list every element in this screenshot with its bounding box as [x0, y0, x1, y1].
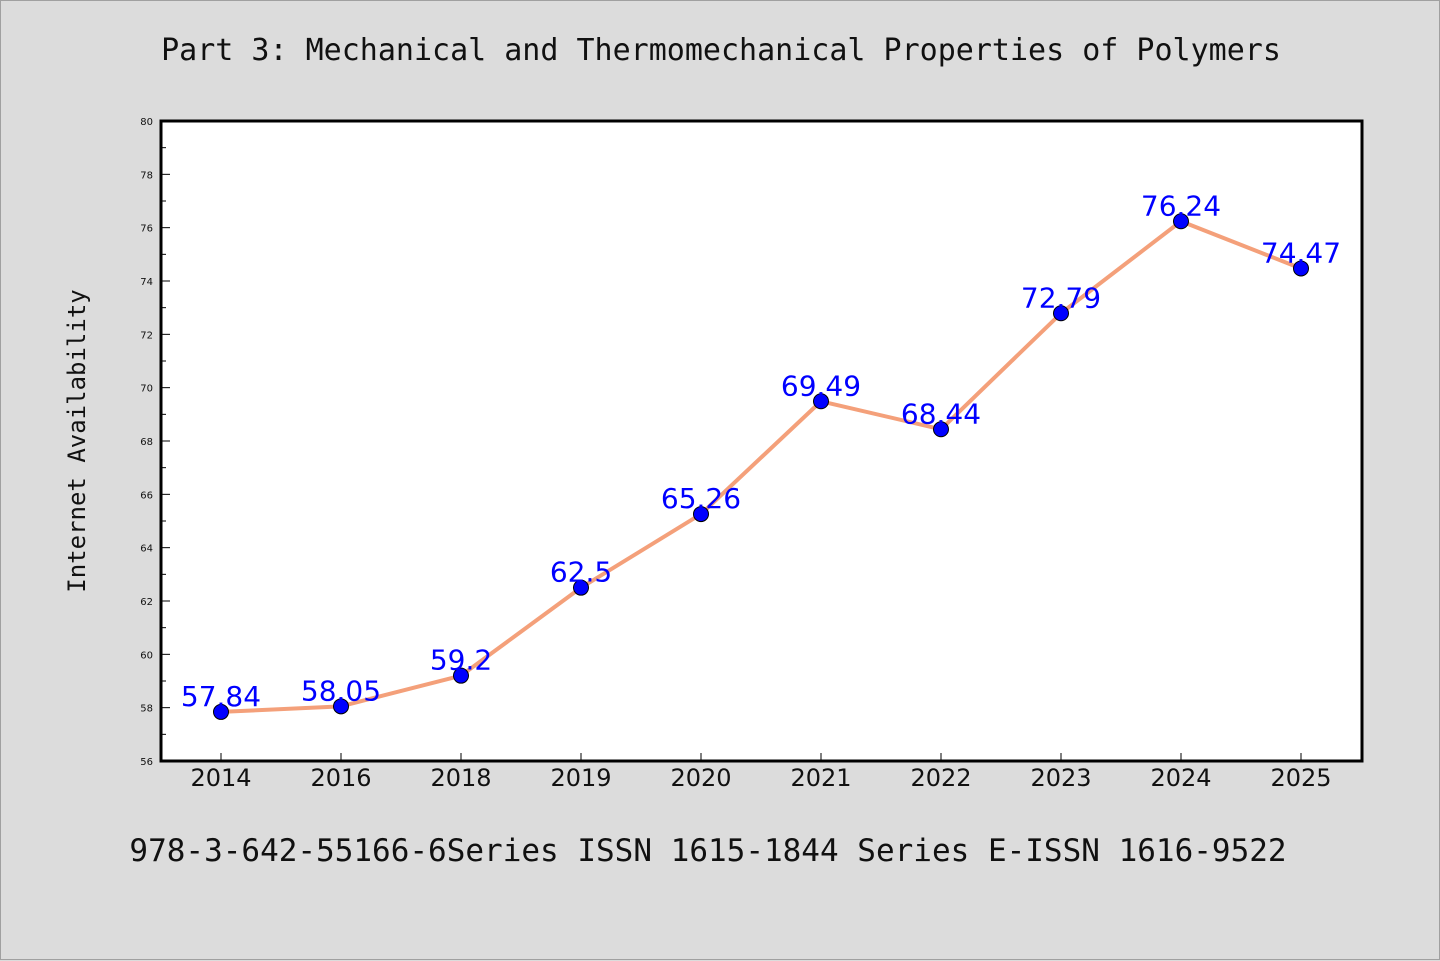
data-point: [453, 667, 469, 684]
y-tick-label: 62: [140, 597, 153, 608]
x-tick-label: 2019: [550, 764, 611, 792]
chart-title: Part 3: Mechanical and Thermomechanical …: [161, 33, 1281, 68]
series-line: [220, 219, 1302, 714]
x-tick-label: 2020: [670, 764, 731, 792]
plot-frame: [159, 119, 1364, 763]
y-axis-label: Internet Availability: [63, 289, 91, 592]
data-label: 76.24: [1141, 189, 1221, 222]
y-tick-label: 76: [140, 224, 153, 235]
data-point: [1173, 213, 1189, 230]
plot-area: [161, 121, 1362, 761]
footer-isbn-issn: 978-3-642-55166-6Series ISSN 1615-1844 S…: [129, 833, 1287, 869]
y-tick-label: 72: [140, 330, 153, 341]
data-label: 57.84: [181, 680, 261, 713]
x-tick-label: 2014: [190, 764, 251, 792]
x-tick-label: 2021: [790, 764, 851, 792]
data-point: [933, 421, 949, 438]
y-tick-label: 64: [140, 544, 153, 555]
data-label: 65.26: [661, 482, 741, 515]
y-tick-label: 74: [140, 277, 153, 288]
data-point: [693, 506, 709, 523]
y-tick-label: 60: [140, 650, 153, 661]
x-tick-label: 2024: [1150, 764, 1211, 792]
data-point: [1293, 260, 1309, 277]
x-tick-label: 2025: [1270, 764, 1331, 792]
y-tick-label: 70: [140, 384, 153, 395]
x-tick-label: 2018: [430, 764, 491, 792]
data-point: [1053, 305, 1069, 322]
data-label: 58.05: [301, 674, 381, 707]
y-tick-label: 58: [140, 704, 153, 715]
y-tick-label: 56: [140, 757, 153, 768]
data-label: 74.47: [1261, 236, 1341, 269]
x-tick-label: 2022: [910, 764, 971, 792]
y-tick-label: 68: [140, 437, 153, 448]
y-tick-label: 80: [140, 117, 153, 128]
x-tick-label: 2023: [1030, 764, 1091, 792]
y-tick-label: 78: [140, 170, 153, 181]
data-label: 68.44: [901, 397, 981, 430]
data-point: [213, 703, 229, 720]
x-tick-label: 2016: [310, 764, 371, 792]
data-label: 69.49: [781, 369, 861, 402]
data-label: 59.2: [430, 644, 492, 677]
data-point: [333, 698, 349, 715]
data-point: [813, 393, 829, 410]
data-point: [573, 579, 589, 596]
data-label: 62.5: [550, 556, 612, 589]
data-label: 72.79: [1021, 281, 1101, 314]
y-tick-label: 66: [140, 490, 153, 501]
